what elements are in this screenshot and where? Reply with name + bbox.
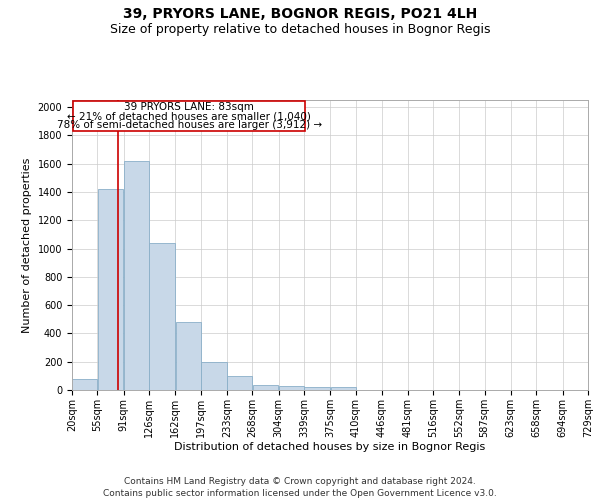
- Bar: [201, 362, 227, 390]
- Text: 39, PRYORS LANE, BOGNOR REGIS, PO21 4LH: 39, PRYORS LANE, BOGNOR REGIS, PO21 4LH: [123, 8, 477, 22]
- Bar: [98, 189, 124, 390]
- Text: Distribution of detached houses by size in Bognor Regis: Distribution of detached houses by size …: [175, 442, 485, 452]
- Text: 39 PRYORS LANE: 83sqm: 39 PRYORS LANE: 83sqm: [124, 102, 254, 112]
- Bar: [149, 243, 175, 390]
- Bar: [331, 387, 356, 390]
- Bar: [227, 376, 252, 390]
- Text: Contains HM Land Registry data © Crown copyright and database right 2024.: Contains HM Land Registry data © Crown c…: [124, 478, 476, 486]
- Text: Contains public sector information licensed under the Open Government Licence v3: Contains public sector information licen…: [103, 489, 497, 498]
- Text: Size of property relative to detached houses in Bognor Regis: Size of property relative to detached ho…: [110, 22, 490, 36]
- Bar: [72, 380, 97, 390]
- Bar: [253, 385, 278, 390]
- Y-axis label: Number of detached properties: Number of detached properties: [22, 158, 32, 332]
- Bar: [124, 161, 149, 390]
- Bar: [176, 322, 200, 390]
- Text: 78% of semi-detached houses are larger (3,912) →: 78% of semi-detached houses are larger (…: [56, 120, 322, 130]
- Bar: [304, 387, 330, 390]
- Bar: [279, 386, 304, 390]
- Text: ← 21% of detached houses are smaller (1,040): ← 21% of detached houses are smaller (1,…: [67, 111, 311, 121]
- FancyBboxPatch shape: [73, 101, 305, 132]
